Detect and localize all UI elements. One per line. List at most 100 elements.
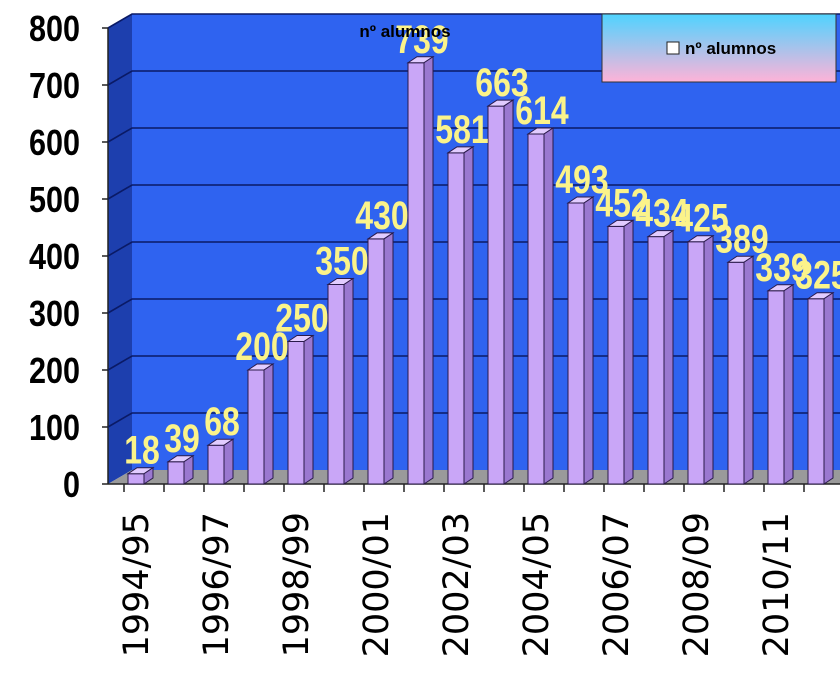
bar: [526, 127, 555, 485]
bar: [486, 99, 515, 485]
bar-side: [663, 229, 674, 485]
bar-front: [487, 105, 505, 485]
data-label: 493: [555, 157, 608, 202]
gridline: [107, 355, 840, 371]
gridline: [107, 412, 840, 428]
bar-side: [823, 291, 834, 485]
data-label: 434: [635, 190, 688, 235]
bar: [806, 291, 835, 485]
gridline: [107, 241, 840, 257]
bar-side: [703, 234, 714, 485]
bar-front: [767, 290, 785, 485]
chart-title: nº alumnos: [359, 22, 450, 41]
bar-front: [607, 225, 625, 485]
bar: [326, 277, 355, 485]
bar-front: [687, 241, 705, 485]
x-tick-label: 2008/09: [677, 512, 717, 657]
bar-front: [207, 444, 225, 485]
gridlines: [107, 13, 840, 428]
data-label: 325: [795, 252, 840, 297]
bar-front: [567, 202, 585, 485]
data-label: 389: [715, 216, 768, 261]
data-label: 68: [204, 399, 240, 444]
bar-side: [543, 127, 554, 485]
bar: [686, 234, 715, 485]
bar: [406, 55, 435, 485]
data-label: 250: [275, 295, 328, 340]
y-tick-label: 800: [29, 10, 80, 50]
y-tick-label: 200: [29, 352, 80, 392]
bar-side: [743, 255, 754, 485]
bar-front: [287, 341, 305, 485]
bar-front: [727, 261, 745, 485]
bar-side: [503, 99, 514, 485]
y-tick-label: 300: [29, 295, 80, 335]
data-label: 663: [475, 60, 528, 105]
bar-side: [623, 219, 634, 485]
bar-side: [783, 283, 794, 485]
data-label: 200: [235, 324, 288, 369]
bar: [126, 466, 155, 485]
data-label: 39: [164, 415, 200, 460]
data-label: 614: [515, 88, 568, 133]
bar-side: [343, 277, 354, 485]
data-label: 430: [355, 192, 408, 237]
bar-front: [407, 62, 425, 485]
bar-front: [527, 133, 545, 485]
data-label: 425: [675, 195, 728, 240]
x-tick-label: 1996/97: [197, 512, 237, 657]
bar-front: [367, 238, 385, 485]
bars: [126, 55, 835, 485]
bar-side: [383, 231, 394, 485]
bar-front: [647, 236, 665, 485]
legend-swatch: [666, 41, 680, 55]
x-tick-label: 2006/07: [597, 512, 637, 657]
bar-front: [807, 298, 825, 485]
y-axis-tick-labels: 0 100 200 300 400 500 600 700 800: [29, 10, 108, 506]
gridline: [107, 298, 840, 314]
bar-front: [167, 461, 185, 485]
bar: [166, 454, 195, 485]
data-label: 350: [315, 238, 368, 283]
bar-side: [423, 55, 434, 485]
bar-front: [127, 473, 145, 485]
y-tick-label: 500: [29, 181, 80, 221]
x-tick-label: 2004/05: [517, 512, 557, 657]
y-tick-label: 600: [29, 124, 80, 164]
bar-side: [263, 363, 274, 485]
y-tick-label: 400: [29, 238, 80, 278]
bar-side: [223, 438, 234, 485]
y-tick-label: 0: [63, 466, 80, 506]
bar-side: [583, 196, 594, 485]
bar-front: [327, 284, 345, 485]
legend-label: nº alumnos: [685, 39, 776, 58]
bar: [606, 219, 635, 485]
x-tick-label: 2000/01: [357, 512, 397, 657]
bar: [766, 283, 795, 485]
bar-side: [143, 466, 154, 485]
legend-box: [601, 13, 837, 83]
bar: [646, 229, 675, 485]
bar: [206, 438, 235, 485]
bar-front: [247, 369, 265, 485]
gridline: [107, 184, 840, 200]
x-tick-label: 2002/03: [437, 512, 477, 657]
bar: [366, 231, 395, 485]
bar: [286, 334, 315, 485]
data-label: 18: [124, 427, 160, 472]
bar: [566, 196, 595, 485]
x-tick-label: 2010/11: [757, 512, 797, 657]
bar-side: [303, 334, 314, 485]
bar: [246, 363, 275, 485]
bar-side: [183, 454, 194, 485]
legend: nº alumnos: [601, 13, 837, 83]
x-tick-label: 1994/95: [117, 512, 157, 657]
bar: [726, 255, 755, 485]
x-tick-label: 1998/99: [277, 512, 317, 657]
gridline: [107, 127, 840, 143]
bar: [446, 145, 475, 485]
bar-front: [447, 152, 465, 485]
bar-side: [463, 145, 474, 485]
